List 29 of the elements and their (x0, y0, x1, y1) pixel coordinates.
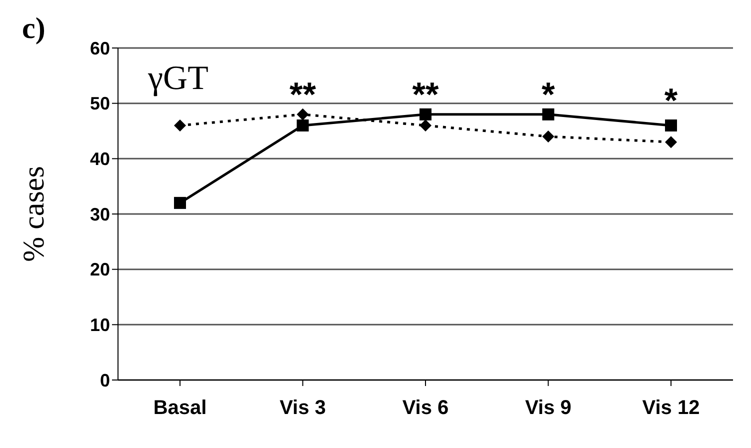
point (665, 136, 677, 148)
x-tick-label: Vis 6 (402, 397, 449, 420)
y-tick-label: 60 (90, 38, 110, 58)
annotation: * (540, 76, 556, 114)
x-tick-label: Vis 12 (642, 397, 700, 420)
point (542, 130, 554, 143)
point (174, 119, 186, 132)
point (665, 119, 677, 132)
x-tick-label: Vis 9 (525, 397, 572, 420)
y-tick-label: 10 (90, 315, 110, 336)
point (296, 108, 309, 120)
annotation: * (663, 82, 679, 120)
chart-title: c) (22, 12, 46, 46)
x-tick-label: Vis 3 (280, 397, 326, 420)
y-tick-label: 40 (90, 149, 110, 170)
y-axis-title: % cases (18, 166, 51, 262)
y-tick-label: 0 (100, 370, 110, 390)
y-tick-label: 30 (90, 204, 110, 224)
x-tick-label: Basal (153, 397, 207, 420)
point (420, 119, 432, 132)
point (420, 108, 432, 120)
annotation: γGT (148, 60, 208, 98)
y-tick-label: 50 (90, 94, 110, 114)
point (174, 196, 186, 209)
annotation: ** (411, 76, 440, 114)
y-tick-label: 20 (90, 260, 110, 280)
annotation: ** (288, 76, 317, 114)
point (542, 108, 554, 120)
point (296, 119, 309, 132)
